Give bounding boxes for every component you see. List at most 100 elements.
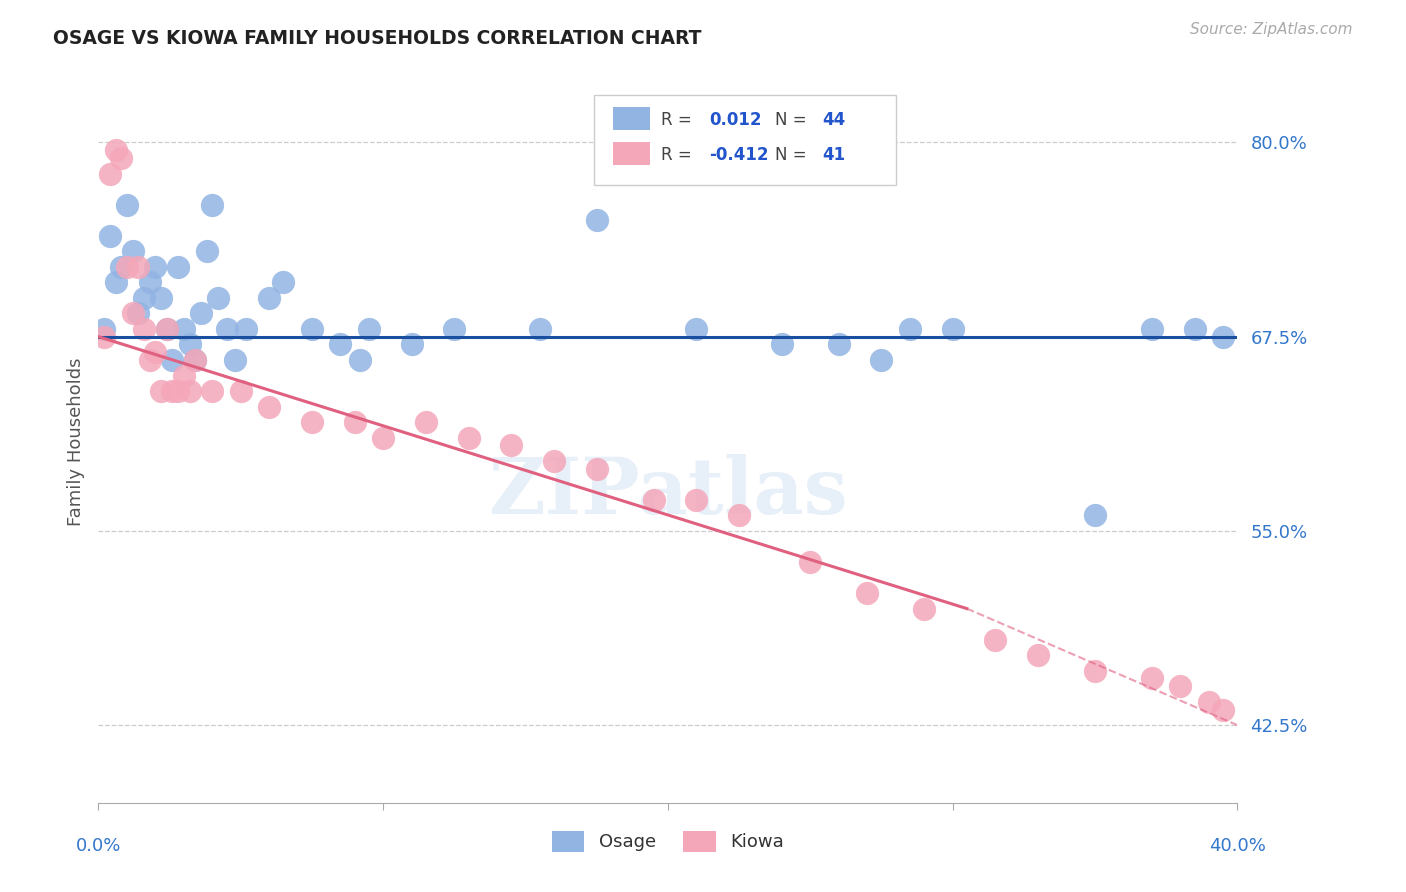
Point	[585, 461, 607, 475]
Point	[357, 322, 380, 336]
Point	[179, 337, 201, 351]
Point	[121, 244, 143, 259]
Point	[401, 337, 423, 351]
Point	[190, 306, 212, 320]
Point	[870, 353, 893, 368]
Point	[643, 492, 665, 507]
Point	[1084, 664, 1107, 678]
Point	[685, 322, 707, 336]
Point	[173, 368, 195, 383]
Text: OSAGE VS KIOWA FAMILY HOUSEHOLDS CORRELATION CHART: OSAGE VS KIOWA FAMILY HOUSEHOLDS CORRELA…	[53, 29, 702, 47]
Text: 0.012: 0.012	[709, 111, 761, 129]
Legend: Osage, Kiowa: Osage, Kiowa	[544, 823, 792, 859]
Point	[443, 322, 465, 336]
Point	[215, 322, 238, 336]
Point	[770, 337, 793, 351]
Point	[259, 400, 281, 414]
Text: Source: ZipAtlas.com: Source: ZipAtlas.com	[1189, 22, 1353, 37]
Point	[728, 508, 751, 523]
Point	[373, 431, 395, 445]
Point	[415, 415, 437, 429]
Text: 40.0%: 40.0%	[1209, 837, 1265, 855]
Text: -0.412: -0.412	[709, 145, 768, 164]
Point	[201, 384, 224, 398]
Text: N =: N =	[775, 145, 811, 164]
Point	[184, 353, 207, 368]
Point	[942, 322, 965, 336]
Bar	[613, 107, 650, 130]
Point	[115, 197, 138, 211]
Point	[150, 384, 173, 398]
Text: R =: R =	[661, 111, 697, 129]
Point	[167, 260, 190, 274]
Point	[150, 291, 173, 305]
Point	[127, 306, 149, 320]
Point	[898, 322, 921, 336]
Point	[912, 601, 935, 615]
Point	[132, 322, 155, 336]
Point	[195, 244, 218, 259]
Point	[156, 322, 179, 336]
Point	[1026, 648, 1049, 663]
Point	[1140, 322, 1163, 336]
Text: ZIPatlas: ZIPatlas	[488, 454, 848, 530]
Point	[1084, 508, 1107, 523]
Point	[179, 384, 201, 398]
Bar	[613, 142, 650, 165]
Point	[799, 555, 821, 569]
Point	[104, 143, 127, 157]
Point	[301, 322, 323, 336]
Point	[273, 275, 295, 289]
Point	[501, 438, 523, 452]
Point	[110, 151, 132, 165]
Point	[585, 213, 607, 227]
Point	[167, 384, 190, 398]
Point	[984, 632, 1007, 647]
Point	[1140, 672, 1163, 686]
Point	[259, 291, 281, 305]
Point	[229, 384, 252, 398]
Text: R =: R =	[661, 145, 697, 164]
Point	[138, 353, 160, 368]
FancyBboxPatch shape	[593, 95, 896, 185]
Point	[138, 275, 160, 289]
Point	[156, 322, 179, 336]
Point	[162, 353, 184, 368]
Point	[115, 260, 138, 274]
Y-axis label: Family Households: Family Households	[66, 358, 84, 525]
Point	[127, 260, 149, 274]
Point	[110, 260, 132, 274]
Point	[104, 275, 127, 289]
Point	[201, 197, 224, 211]
Text: N =: N =	[775, 111, 811, 129]
Point	[1212, 329, 1234, 343]
Point	[98, 167, 121, 181]
Point	[329, 337, 352, 351]
Point	[1198, 695, 1220, 709]
Text: 0.0%: 0.0%	[76, 837, 121, 855]
Point	[1170, 679, 1192, 693]
Point	[1184, 322, 1206, 336]
Point	[529, 322, 551, 336]
Point	[543, 454, 565, 468]
Point	[98, 228, 121, 243]
Point	[1212, 702, 1234, 716]
Point	[685, 492, 707, 507]
Point	[207, 291, 229, 305]
Point	[145, 260, 167, 274]
Point	[349, 353, 371, 368]
Point	[224, 353, 246, 368]
Point	[93, 329, 115, 343]
Point	[132, 291, 155, 305]
Point	[828, 337, 851, 351]
Point	[235, 322, 257, 336]
Point	[121, 306, 143, 320]
Point	[856, 586, 879, 600]
Text: 44: 44	[823, 111, 846, 129]
Point	[343, 415, 366, 429]
Point	[173, 322, 195, 336]
Point	[301, 415, 323, 429]
Text: 41: 41	[823, 145, 846, 164]
Point	[184, 353, 207, 368]
Point	[93, 322, 115, 336]
